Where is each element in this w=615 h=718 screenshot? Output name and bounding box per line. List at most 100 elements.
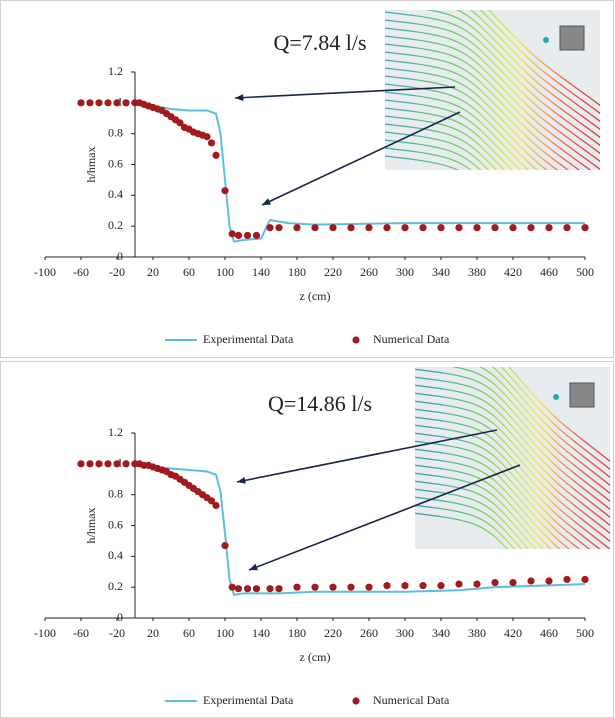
- axis-ball: [543, 37, 549, 43]
- legend-label: Numerical Data: [373, 693, 450, 707]
- legend-label: Experimental Data: [203, 693, 294, 707]
- x-tick-label: 20: [147, 265, 159, 279]
- x-tick-label: 380: [468, 265, 486, 279]
- x-tick-label: 140: [252, 265, 270, 279]
- x-tick-label: 100: [216, 265, 234, 279]
- data-point: [347, 224, 354, 231]
- data-point: [509, 579, 516, 586]
- x-tick-label: -100: [34, 265, 56, 279]
- legend-label: Numerical Data: [373, 332, 450, 346]
- x-tick-label: 380: [468, 626, 486, 640]
- data-point: [104, 460, 111, 467]
- data-point: [401, 224, 408, 231]
- data-point: [491, 224, 498, 231]
- y-tick-label: 0.4: [108, 548, 123, 562]
- page: Q=7.84 l/s00.20.40.60.811.2-100-60-20206…: [0, 0, 615, 718]
- data-point: [365, 224, 372, 231]
- data-point: [311, 584, 318, 591]
- x-tick-label: 460: [540, 626, 558, 640]
- data-point: [104, 99, 111, 106]
- data-point: [563, 224, 570, 231]
- x-tick-label: 420: [504, 626, 522, 640]
- y-tick-label: 0.4: [108, 187, 123, 201]
- data-point: [86, 460, 93, 467]
- data-point: [365, 584, 372, 591]
- x-tick-label: -100: [34, 626, 56, 640]
- x-tick-label: 500: [576, 265, 594, 279]
- data-point: [86, 99, 93, 106]
- data-point: [229, 584, 236, 591]
- x-tick-label: 180: [288, 265, 306, 279]
- data-point: [95, 460, 102, 467]
- x-tick-label: 60: [183, 265, 195, 279]
- y-tick-label: 0: [117, 249, 123, 263]
- data-point: [383, 582, 390, 589]
- x-tick-label: 500: [576, 626, 594, 640]
- data-point: [244, 585, 251, 592]
- y-tick-label: 0.8: [108, 125, 123, 139]
- data-point: [266, 585, 273, 592]
- data-point: [253, 585, 260, 592]
- x-tick-label: 220: [324, 265, 342, 279]
- y-tick-label: 0.6: [108, 517, 123, 531]
- data-point: [253, 232, 260, 239]
- data-point: [545, 224, 552, 231]
- data-point: [229, 230, 236, 237]
- y-tick-label: 1.2: [108, 425, 123, 439]
- x-tick-label: -20: [109, 265, 125, 279]
- x-tick-label: -20: [109, 626, 125, 640]
- data-point: [473, 224, 480, 231]
- y-tick-label: 0.2: [108, 579, 123, 593]
- axis-cube: [570, 383, 594, 407]
- data-point: [293, 584, 300, 591]
- data-point: [473, 580, 480, 587]
- data-point: [509, 224, 516, 231]
- x-tick-label: 300: [396, 626, 414, 640]
- chart-panel: Q=7.84 l/s00.20.40.60.811.2-100-60-20206…: [0, 0, 615, 358]
- x-tick-label: 140: [252, 626, 270, 640]
- x-tick-label: -60: [73, 626, 89, 640]
- chart-title: Q=14.86 l/s: [268, 391, 372, 416]
- x-tick-label: 420: [504, 265, 522, 279]
- data-point: [221, 187, 228, 194]
- legend-label: Experimental Data: [203, 332, 294, 346]
- data-point: [581, 224, 588, 231]
- data-point: [527, 224, 534, 231]
- data-point: [455, 224, 462, 231]
- data-point: [212, 152, 219, 159]
- data-point: [113, 99, 120, 106]
- data-point: [266, 224, 273, 231]
- axis-cube: [560, 26, 584, 50]
- data-point: [455, 580, 462, 587]
- data-point: [311, 224, 318, 231]
- x-tick-label: 300: [396, 265, 414, 279]
- x-tick-label: 340: [432, 265, 450, 279]
- y-tick-label: 0.2: [108, 218, 123, 232]
- y-tick-label: 0.6: [108, 156, 123, 170]
- y-tick-label: 0.8: [108, 486, 123, 500]
- x-tick-label: -60: [73, 265, 89, 279]
- data-point: [212, 502, 219, 509]
- data-point: [563, 576, 570, 583]
- data-point: [383, 224, 390, 231]
- data-point: [329, 224, 336, 231]
- data-point: [235, 232, 242, 239]
- data-point: [419, 582, 426, 589]
- data-point: [122, 99, 129, 106]
- x-tick-label: 260: [360, 265, 378, 279]
- data-point: [77, 99, 84, 106]
- data-point: [545, 577, 552, 584]
- data-point: [581, 576, 588, 583]
- y-axis-label: h/hmax: [84, 147, 98, 183]
- x-axis-label: z (cm): [300, 650, 331, 664]
- legend-swatch: [352, 336, 359, 343]
- data-point: [275, 224, 282, 231]
- legend-swatch: [352, 697, 359, 704]
- y-tick-label: 1.2: [108, 64, 123, 78]
- data-point: [235, 585, 242, 592]
- data-point: [347, 584, 354, 591]
- data-point: [527, 577, 534, 584]
- data-point: [491, 579, 498, 586]
- data-point: [208, 139, 215, 146]
- data-point: [275, 585, 282, 592]
